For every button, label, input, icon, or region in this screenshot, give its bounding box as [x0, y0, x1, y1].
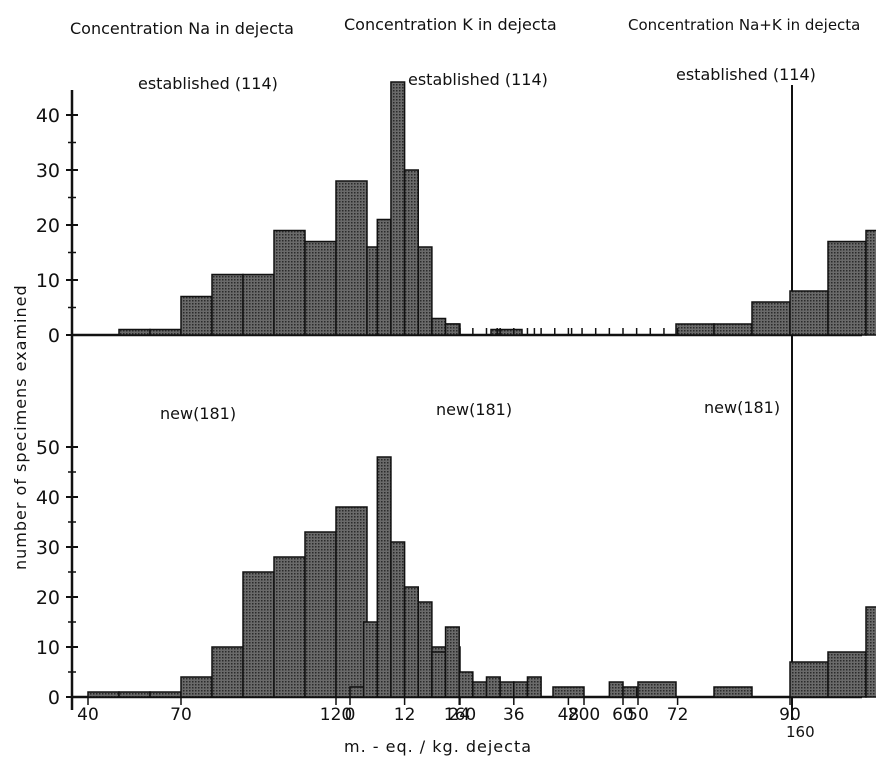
top-ytick-label-30: 30 [36, 160, 60, 182]
panel-label-established-nak: established (114) [676, 65, 816, 84]
bar-new-Na+K-90 [789, 661, 829, 698]
bar-established-Na-70 [180, 295, 213, 336]
bar-established-Na-60 [149, 328, 182, 336]
top-ytick-label-0: 0 [48, 325, 60, 347]
bar-established-Na+K-100 [827, 240, 867, 336]
xtick-label-Na+K-90: 90 [779, 705, 801, 725]
y-axis-title: number of specimens examined [11, 284, 30, 570]
bar-new-Na-40 [87, 691, 120, 698]
xtick-label-K-12: 12 [394, 705, 416, 725]
bar-established-Na-100 [273, 229, 306, 336]
panel-label-new-na: new(181) [160, 404, 236, 423]
bars-layer [87, 81, 876, 698]
panel-label-established-k: established (114) [408, 70, 548, 89]
bar-established-Na-80 [211, 273, 244, 336]
bar-established-Na+K-70 [713, 323, 753, 336]
bar-new-K-60 [622, 686, 638, 698]
bar-established-Na+K-90 [789, 290, 829, 336]
x-axis-title: m. - eq. / kg. dejecta [344, 737, 532, 756]
bar-new-Na-120 [335, 506, 368, 698]
bar-new-Na-80 [211, 646, 244, 698]
xtick-label-K-36: 36 [503, 705, 525, 725]
bar-new-Na+K-110 [865, 606, 876, 698]
bar-new-K-12 [403, 586, 420, 698]
bar-new-Na+K-70 [713, 686, 753, 698]
bar-established-K-12 [403, 169, 420, 336]
column-title-nak: Concentration Na+K in dejecta [628, 16, 860, 34]
bar-new-Na-50 [118, 691, 151, 698]
panel-label-new-nak: new(181) [704, 398, 780, 417]
bar-new-K-15 [417, 601, 433, 698]
bar-new-K-6 [376, 456, 392, 698]
bar-new-K-9 [390, 541, 406, 698]
bar-new-K-0 [349, 686, 365, 698]
top-ytick-label-10: 10 [36, 270, 60, 292]
bar-established-Na-120 [335, 180, 368, 336]
bar-new-K-57 [608, 681, 624, 698]
xtick-label-K-0: 0 [345, 705, 356, 725]
top-ytick-label-20: 20 [36, 215, 60, 237]
bar-new-K-39 [526, 676, 542, 698]
panel-label-established-na: established (114) [138, 74, 278, 93]
bar-established-Na+K-60 [675, 323, 715, 336]
bar-new-Na-90 [242, 571, 275, 698]
xtick-label-K-60: 60 [612, 705, 634, 725]
bar-new-Na-110 [304, 531, 337, 698]
bottom-ytick-label-10: 10 [36, 637, 60, 659]
bar-new-K-27 [472, 681, 488, 698]
bar-established-K-15 [417, 246, 433, 336]
bar-new-K-18 [431, 651, 447, 698]
xtick-label-K-24: 24 [448, 705, 470, 725]
bar-established-Na+K-80 [751, 301, 791, 336]
bar-established-K-18 [431, 317, 447, 336]
bar-new-Na-60 [149, 691, 182, 698]
xtick-label-K-72: 72 [667, 705, 689, 725]
bar-established-Na+K-110 [865, 229, 876, 336]
bar-new-Na+K-100 [827, 651, 867, 698]
top-ytick-label-40: 40 [36, 105, 60, 127]
bar-new-Na-100 [273, 556, 306, 698]
xtick-label-K-48: 48 [558, 705, 580, 725]
xtick-label-Na-120: 120 [320, 705, 352, 725]
bar-new-Na+K-50 [637, 681, 677, 698]
xtick-label-Na-200: 200 [568, 705, 600, 725]
bar-new-K-30 [485, 676, 501, 698]
bar-new-K-3 [362, 621, 379, 698]
reference-line-label: 160 [786, 723, 815, 741]
xtick-label-Na+K-50: 50 [627, 705, 649, 725]
bar-established-Na-170 [490, 328, 523, 336]
xtick-label-Na-160: 160 [444, 705, 476, 725]
bottom-ytick-label-40: 40 [36, 487, 60, 509]
bar-new-K-36 [513, 681, 529, 698]
bar-established-K-9 [390, 81, 406, 336]
bar-new-Na-190 [552, 686, 585, 698]
bar-new-Na-70 [180, 676, 213, 698]
bar-established-K-6 [376, 218, 392, 336]
bar-new-K-21 [444, 626, 460, 698]
bottom-ytick-label-0: 0 [48, 687, 60, 709]
column-title-k: Concentration K in dejecta [344, 15, 557, 34]
xtick-label-Na-40: 40 [77, 705, 99, 725]
bar-established-Na-90 [242, 273, 275, 336]
bar-new-K-33 [499, 681, 515, 698]
bottom-ytick-label-30: 30 [36, 537, 60, 559]
bottom-ytick-label-20: 20 [36, 587, 60, 609]
ticks-layer: 0 10 20 30 40 0 10 20 30 40 50 40 70 120 160 200 0 12 24 36… [36, 105, 801, 725]
panel-label-new-k: new(181) [436, 400, 512, 419]
xtick-label-Na-70: 70 [170, 705, 192, 725]
column-title-na: Concentration Na in dejecta [70, 19, 294, 38]
bar-new-K-24 [458, 671, 474, 698]
bar-established-Na-110 [304, 240, 337, 336]
bottom-ytick-label-50: 50 [36, 437, 60, 459]
bar-established-K-21 [444, 323, 460, 336]
bar-established-Na-50 [118, 328, 151, 336]
